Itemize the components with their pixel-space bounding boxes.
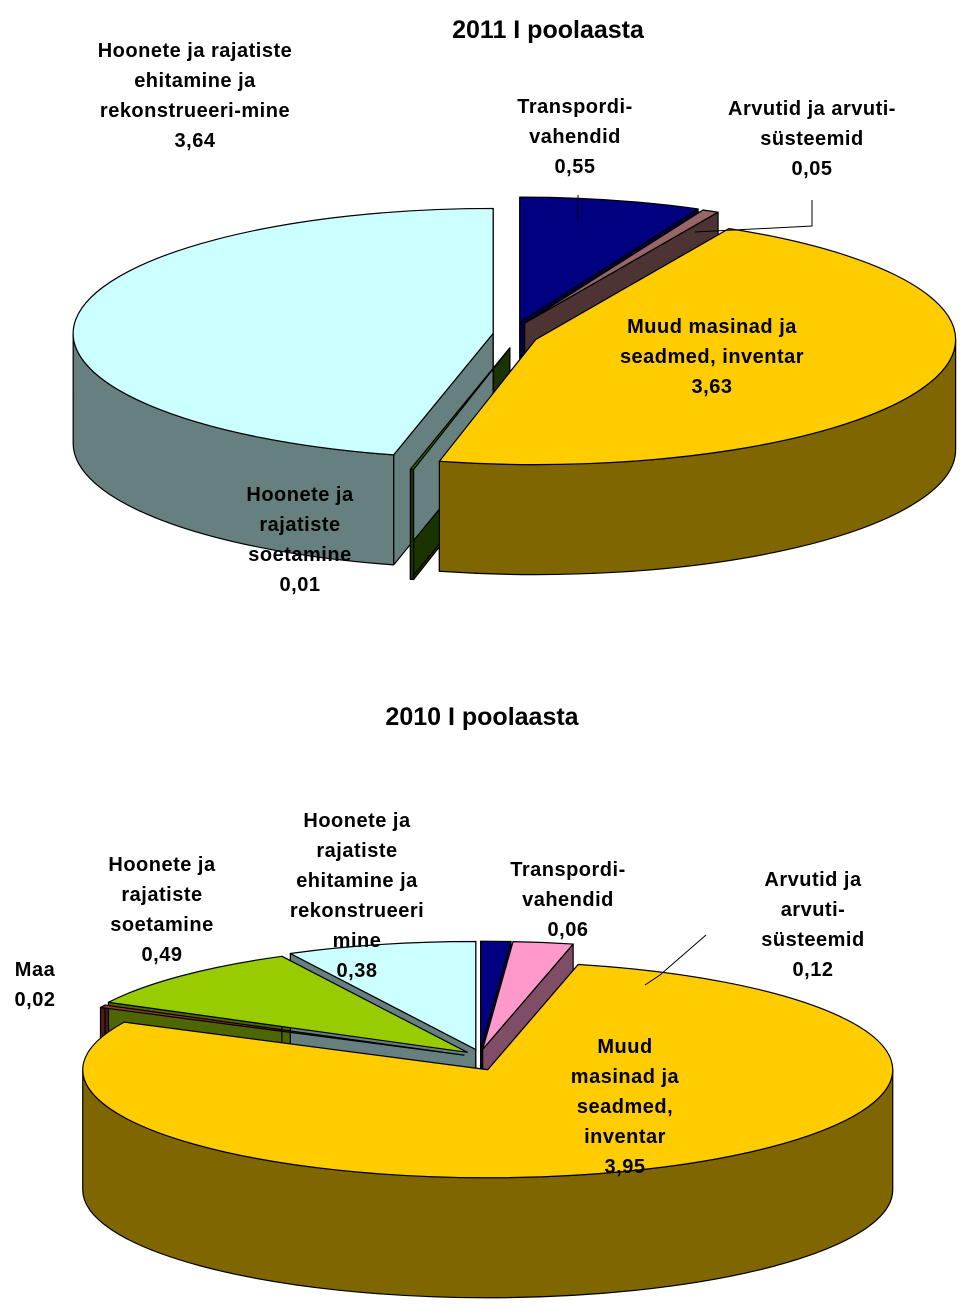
chart-title: 2010 I poolaasta xyxy=(385,703,579,731)
slice xyxy=(438,228,957,466)
value-label: 0,05 xyxy=(791,158,833,180)
category-label: Muud masinad ja seadmed, inventar xyxy=(570,1036,680,1148)
data-label: Hoonete ja rajatiste ehitamine ja rekons… xyxy=(95,36,295,156)
data-label: Transpordi-vahendid 0,06 xyxy=(493,855,643,945)
value-label: 0,12 xyxy=(792,959,834,981)
data-label: Muud masinad ja seadmed, inventar 3,95 xyxy=(555,1032,695,1182)
value-label: 3,63 xyxy=(691,376,733,398)
category-label: Transpordi-vahendid xyxy=(517,96,633,148)
slice xyxy=(519,196,699,323)
pie-2011 xyxy=(72,196,957,581)
category-label: Arvutid ja arvuti-süsteemid xyxy=(728,98,896,150)
slice xyxy=(72,207,494,456)
slice xyxy=(107,955,468,1053)
slice-side xyxy=(409,468,415,581)
category-label: Arvutid ja arvuti-süsteemid xyxy=(761,869,865,951)
category-label: Maa xyxy=(14,959,56,981)
chart-title: 2011 I poolaasta xyxy=(452,16,645,44)
value-label: 0,38 xyxy=(336,960,378,982)
category-label: Hoonete ja rajatiste ehitamine ja rekons… xyxy=(289,810,425,952)
category-label: Transpordi-vahendid xyxy=(510,859,626,911)
value-label: 0,02 xyxy=(14,989,56,1011)
data-label: Hoonete ja rajatiste ehitamine ja rekons… xyxy=(270,806,445,986)
leader-line xyxy=(694,200,813,233)
slice xyxy=(482,941,574,1050)
slice xyxy=(480,940,512,1050)
pie-2010 xyxy=(82,940,894,1299)
value-label: 0,06 xyxy=(547,919,589,941)
slice xyxy=(409,347,511,471)
value-label: 3,95 xyxy=(604,1156,646,1178)
leader-line xyxy=(644,934,707,986)
value-label: 0,49 xyxy=(141,944,183,966)
data-label: Transpordi-vahendid 0,55 xyxy=(500,92,650,182)
data-label: Arvutid ja arvuti-süsteemid 0,05 xyxy=(702,94,922,184)
data-label: Muud masinad ja seadmed, inventar 3,63 xyxy=(612,312,812,402)
category-label: Hoonete ja rajatiste ehitamine ja rekons… xyxy=(97,40,293,122)
value-label: 0,55 xyxy=(554,156,596,178)
slice xyxy=(524,209,719,324)
value-label: 3,64 xyxy=(174,130,216,152)
data-label: Hoonete ja rajatiste soetamine 0,01 xyxy=(225,480,375,600)
category-label: Muud masinad ja seadmed, inventar xyxy=(619,316,805,368)
data-label: Maa 0,02 xyxy=(0,955,70,1015)
data-label: Hoonete ja rajatiste soetamine 0,49 xyxy=(87,850,237,970)
slice xyxy=(99,1004,465,1056)
data-label: Arvutid ja arvuti-süsteemid 0,12 xyxy=(738,865,888,985)
slice xyxy=(82,963,894,1179)
slice xyxy=(289,940,477,1051)
value-label: 0,01 xyxy=(279,574,321,596)
category-label: Hoonete ja rajatiste soetamine xyxy=(246,484,354,566)
category-label: Hoonete ja rajatiste soetamine xyxy=(108,854,216,936)
